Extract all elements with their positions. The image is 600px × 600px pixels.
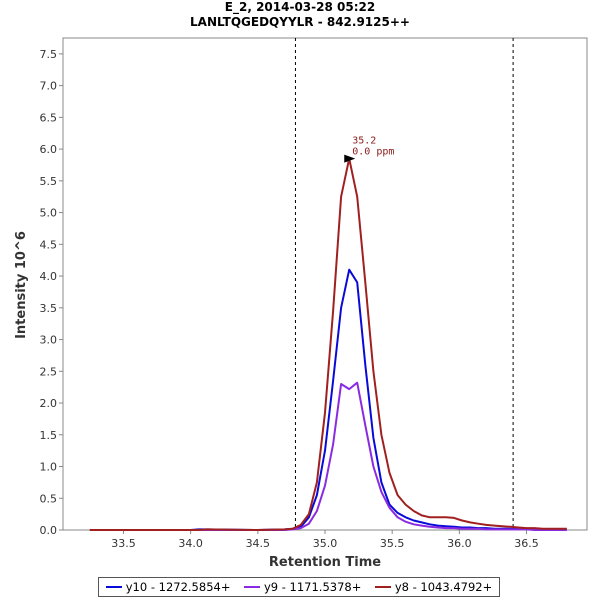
y-tick-label: 7.0 bbox=[40, 80, 58, 93]
y-tick-label: 3.0 bbox=[40, 334, 58, 347]
y-tick-label: 1.0 bbox=[40, 461, 58, 474]
plot-area bbox=[62, 37, 588, 531]
y-tick-label: 3.5 bbox=[40, 302, 58, 315]
y-tick-label: 5.0 bbox=[40, 207, 58, 220]
legend-item: y9 - 1171.5378+ bbox=[243, 580, 362, 594]
x-tick-label: 35.0 bbox=[313, 537, 338, 550]
y-tick-label: 6.0 bbox=[40, 143, 58, 156]
series-line-y8 bbox=[89, 157, 567, 531]
peak-annotation: 35.2 0.0 ppm bbox=[344, 136, 394, 163]
x-tick-label: 36.5 bbox=[514, 537, 539, 550]
x-axis: 33.5 34.0 34.5 35.0 35.5 36.0 36.5 bbox=[111, 530, 539, 550]
x-tick-label: 36.0 bbox=[447, 537, 472, 550]
y-tick-label: 4.5 bbox=[40, 238, 58, 251]
legend: y10 - 1272.5854+ y9 - 1171.5378+ y8 - 1043… bbox=[98, 577, 500, 597]
y-tick-label: 0.0 bbox=[40, 524, 58, 537]
legend-item: y8 - 1043.4792+ bbox=[374, 580, 493, 594]
y-tick-label: 2.0 bbox=[40, 397, 58, 410]
y-tick-label: 5.5 bbox=[40, 175, 58, 188]
series-lines bbox=[89, 157, 567, 531]
y-tick-label: 6.5 bbox=[40, 111, 58, 124]
x-tick-label: 34.5 bbox=[246, 537, 271, 550]
peak-marker-icon bbox=[344, 154, 356, 163]
peak-rt-label: 35.2 bbox=[352, 136, 376, 147]
legend-swatch bbox=[105, 586, 122, 588]
legend-label: y9 - 1171.5378+ bbox=[263, 580, 362, 594]
legend-item: y10 - 1272.5854+ bbox=[105, 580, 231, 594]
x-tick-label: 33.5 bbox=[111, 537, 136, 550]
chart-subtitle: LANLTQGEDQYYLR - 842.9125++ bbox=[190, 15, 410, 29]
y-axis: 0.0 0.5 1.0 1.5 2.0 2.5 3.0 3.5 4.0 4.5 5.0 5.5 6.0 6… bbox=[40, 48, 63, 537]
x-tick-label: 35.5 bbox=[380, 537, 405, 550]
y-tick-label: 7.5 bbox=[40, 48, 58, 61]
legend-swatch bbox=[374, 586, 391, 588]
y-tick-label: 1.5 bbox=[40, 429, 58, 442]
peak-ppm-label: 0.0 ppm bbox=[352, 147, 394, 158]
y-tick-label: 0.5 bbox=[40, 492, 58, 505]
legend-swatch bbox=[243, 586, 260, 588]
x-axis-label: Retention Time bbox=[269, 555, 381, 570]
chart-title: E_2, 2014-03-28 05:22 bbox=[225, 0, 375, 15]
y-tick-label: 4.0 bbox=[40, 270, 58, 283]
y-axis-label: Intensity 10^6 bbox=[14, 231, 29, 339]
x-tick-label: 34.0 bbox=[178, 537, 203, 550]
legend-label: y8 - 1043.4792+ bbox=[394, 580, 493, 594]
integration-boundaries bbox=[294, 38, 514, 530]
legend-label: y10 - 1272.5854+ bbox=[125, 580, 231, 594]
y-tick-label: 2.5 bbox=[40, 365, 58, 378]
